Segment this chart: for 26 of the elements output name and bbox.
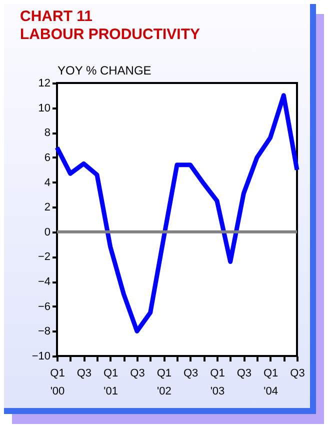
y-tick-label: 12 (38, 78, 50, 90)
x-tick-label: Q1 '01 (103, 368, 118, 398)
y-tick-label: −8 (38, 326, 50, 338)
y-tick-label: −4 (38, 276, 50, 288)
y-tick-label: 6 (44, 152, 50, 164)
x-tick-label: Q3 (76, 368, 92, 380)
x-tick-label: Q1 '02 (156, 368, 172, 398)
y-tick-label: −10 (32, 350, 50, 362)
y-tick-label: 4 (44, 176, 50, 189)
x-tick-label: Q3 (290, 368, 305, 380)
x-tick-label: Q1 '04 (263, 368, 278, 398)
y-tick-label: 8 (44, 127, 50, 140)
x-tick-label: Q3 (236, 368, 252, 380)
chart-subtitle: LABOUR PRODUCTIVITY (20, 26, 200, 43)
x-tick-label: Q1 '03 (210, 368, 225, 398)
x-tick-label: Q3 (130, 368, 145, 380)
chart-title: CHART 11 (20, 8, 93, 25)
y-tick-label: 0 (44, 226, 50, 238)
line-series (54, 93, 300, 334)
y-tick-label: 10 (38, 102, 50, 114)
y-tick-label: −2 (38, 251, 50, 264)
x-tick-label: Q1 '00 (50, 368, 65, 398)
y-tick-label: −6 (38, 300, 50, 313)
y-axis-title: YOY % CHANGE (58, 64, 152, 78)
x-tick-label: Q3 (183, 368, 198, 380)
y-tick-label: 2 (44, 202, 50, 214)
